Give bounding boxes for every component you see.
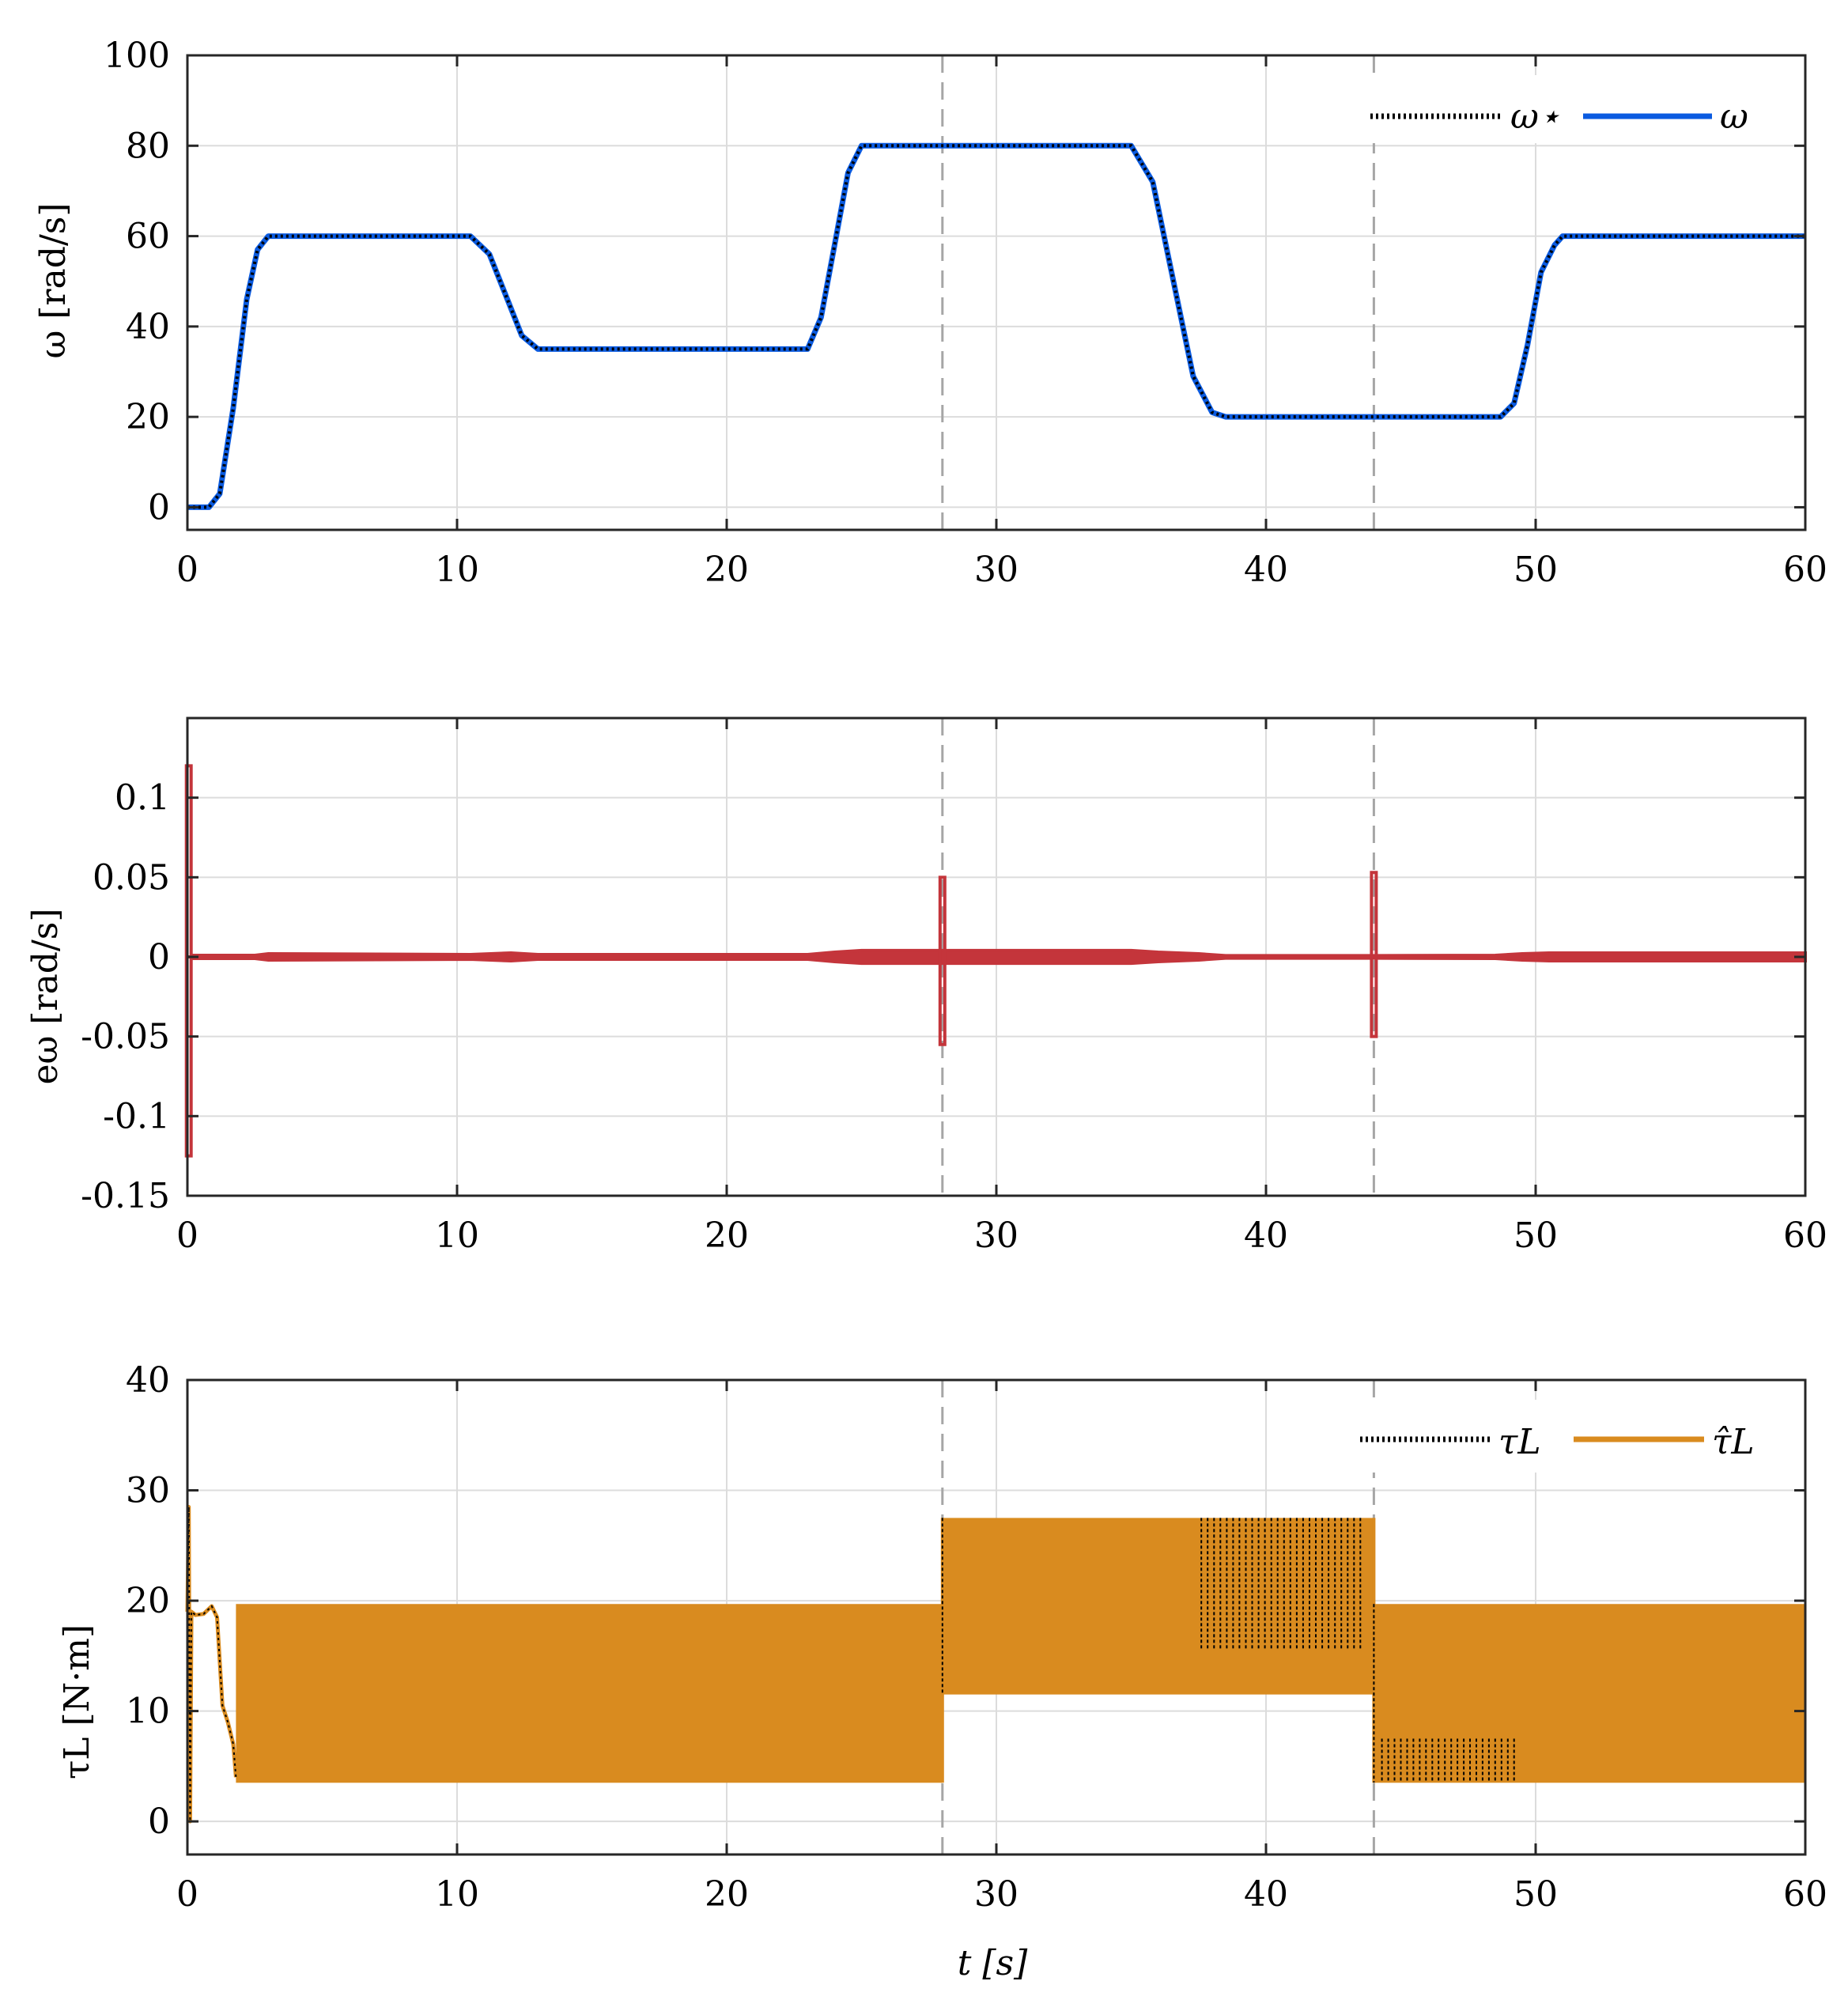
torque-ylabel: τL [N·m] bbox=[57, 1624, 97, 1779]
error-xtick-label: 0 bbox=[176, 1216, 198, 1256]
speed-ylabel: ω [rad/s] bbox=[33, 202, 74, 358]
torque-xtick-label: 40 bbox=[1244, 1874, 1288, 1915]
speed-ytick-label: 20 bbox=[126, 397, 170, 437]
error-ytick-label: 0 bbox=[148, 937, 170, 977]
speed-ytick-label: 100 bbox=[104, 36, 170, 76]
torque-panel: 0 10 20 30 40 50 60 0 10 20 30 40 τL τ̂L τL [N·m] t… bbox=[57, 1360, 1827, 1983]
torque-legend-box bbox=[1352, 1400, 1763, 1473]
speed-xtick-label: 10 bbox=[435, 550, 479, 590]
speed-ytick-label: 60 bbox=[126, 217, 170, 257]
torque-legend-ref-label: τL bbox=[1498, 1422, 1541, 1462]
torque-xlabel: t [s] bbox=[958, 1943, 1028, 1983]
error-ytick-label: 0.05 bbox=[93, 857, 170, 898]
speed-xtick-label: 60 bbox=[1783, 550, 1827, 590]
speed-legend: ω⋆ ω bbox=[1360, 75, 1763, 143]
speed-ticks: 0 10 20 30 40 50 60 0 20 40 60 80 100 bbox=[104, 36, 1827, 590]
torque-xtick-label: 50 bbox=[1514, 1874, 1558, 1915]
torque-estimate-band bbox=[1374, 1604, 1805, 1783]
speed-panel: 0 10 20 30 40 50 60 0 20 40 60 80 100 ω⋆ ω ω [rad/s] bbox=[33, 36, 1827, 590]
error-spike bbox=[1370, 871, 1378, 1038]
speed-xtick-label: 0 bbox=[176, 550, 198, 590]
torque-xtick-label: 60 bbox=[1783, 1874, 1827, 1915]
torque-xtick-label: 0 bbox=[176, 1874, 198, 1915]
error-xtick-label: 30 bbox=[974, 1216, 1018, 1256]
error-xtick-label: 20 bbox=[705, 1216, 749, 1256]
speed-xtick-label: 40 bbox=[1244, 550, 1288, 590]
error-panel: 0 10 20 30 40 50 60 -0.15 -0.1 -0.05 0 0.05 0.1 eω [… bbox=[25, 716, 1827, 1256]
torque-xtick-label: 10 bbox=[435, 1874, 479, 1915]
error-xtick-label: 40 bbox=[1244, 1216, 1288, 1256]
torque-ytick-label: 40 bbox=[126, 1360, 170, 1401]
error-xtick-label: 10 bbox=[435, 1216, 479, 1256]
speed-omega-ref-line bbox=[187, 144, 1805, 509]
torque-reference-transient bbox=[187, 1507, 237, 1822]
speed-legend-omega-label: ω bbox=[1720, 96, 1748, 137]
torque-legend: τL τ̂L bbox=[1352, 1400, 1763, 1473]
speed-legend-ref-label: ω⋆ bbox=[1510, 96, 1560, 137]
torque-ytick-label: 30 bbox=[126, 1471, 170, 1511]
speed-series bbox=[187, 142, 1805, 510]
torque-ytick-label: 0 bbox=[148, 1802, 170, 1842]
torque-xtick-label: 30 bbox=[974, 1874, 1018, 1915]
torque-estimate-band bbox=[942, 1518, 1374, 1695]
speed-ytick-label: 40 bbox=[126, 307, 170, 347]
torque-ytick-label: 20 bbox=[126, 1581, 170, 1621]
torque-xtick-label: 20 bbox=[705, 1874, 749, 1915]
speed-xtick-label: 50 bbox=[1514, 550, 1558, 590]
torque-legend-est-label: τ̂L bbox=[1712, 1422, 1755, 1462]
error-ytick-label: -0.15 bbox=[81, 1176, 170, 1216]
torque-estimate-band bbox=[236, 1604, 943, 1783]
error-ytick-label: -0.1 bbox=[103, 1096, 170, 1136]
speed-xtick-label: 30 bbox=[974, 550, 1018, 590]
error-ylabel: eω [rad/s] bbox=[25, 908, 66, 1084]
speed-xtick-label: 20 bbox=[705, 550, 749, 590]
speed-ytick-label: 0 bbox=[148, 487, 170, 527]
error-ytick-label: 0.1 bbox=[115, 778, 170, 819]
speed-ytick-label: 80 bbox=[126, 126, 170, 166]
torque-ticks: 0 10 20 30 40 50 60 0 10 20 30 40 bbox=[126, 1360, 1827, 1915]
error-spike bbox=[938, 875, 947, 1046]
error-xtick-label: 50 bbox=[1514, 1216, 1558, 1256]
error-xtick-label: 60 bbox=[1783, 1216, 1827, 1256]
error-ticks: 0 10 20 30 40 50 60 -0.15 -0.1 -0.05 0 0.05 0.1 bbox=[81, 718, 1827, 1256]
error-ytick-label: -0.05 bbox=[81, 1017, 170, 1057]
torque-ytick-label: 10 bbox=[126, 1692, 170, 1732]
speed-legend-box bbox=[1360, 75, 1763, 143]
torque-series bbox=[185, 1505, 1805, 1824]
